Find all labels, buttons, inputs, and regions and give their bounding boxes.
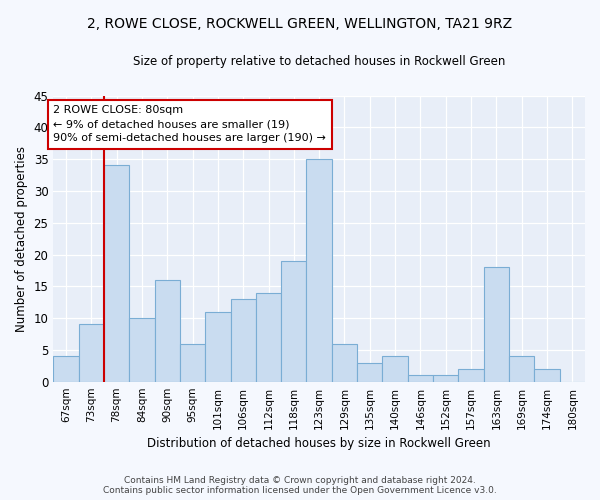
Bar <box>129 318 155 382</box>
Text: 2, ROWE CLOSE, ROCKWELL GREEN, WELLINGTON, TA21 9RZ: 2, ROWE CLOSE, ROCKWELL GREEN, WELLINGTO… <box>88 18 512 32</box>
Bar <box>535 369 560 382</box>
Bar <box>382 356 408 382</box>
Y-axis label: Number of detached properties: Number of detached properties <box>15 146 28 332</box>
Text: Contains HM Land Registry data © Crown copyright and database right 2024.
Contai: Contains HM Land Registry data © Crown c… <box>103 476 497 495</box>
Title: Size of property relative to detached houses in Rockwell Green: Size of property relative to detached ho… <box>133 55 505 68</box>
Bar <box>230 299 256 382</box>
Bar <box>509 356 535 382</box>
Bar <box>79 324 104 382</box>
Bar <box>332 344 357 382</box>
Bar <box>53 356 79 382</box>
X-axis label: Distribution of detached houses by size in Rockwell Green: Distribution of detached houses by size … <box>148 437 491 450</box>
Bar <box>205 312 230 382</box>
Bar <box>484 267 509 382</box>
Text: 2 ROWE CLOSE: 80sqm
← 9% of detached houses are smaller (19)
90% of semi-detache: 2 ROWE CLOSE: 80sqm ← 9% of detached hou… <box>53 105 326 143</box>
Bar <box>433 376 458 382</box>
Bar <box>155 280 180 382</box>
Bar <box>180 344 205 382</box>
Bar <box>104 166 129 382</box>
Bar <box>307 159 332 382</box>
Bar <box>256 292 281 382</box>
Bar <box>458 369 484 382</box>
Bar <box>281 261 307 382</box>
Bar <box>357 362 382 382</box>
Bar <box>408 376 433 382</box>
